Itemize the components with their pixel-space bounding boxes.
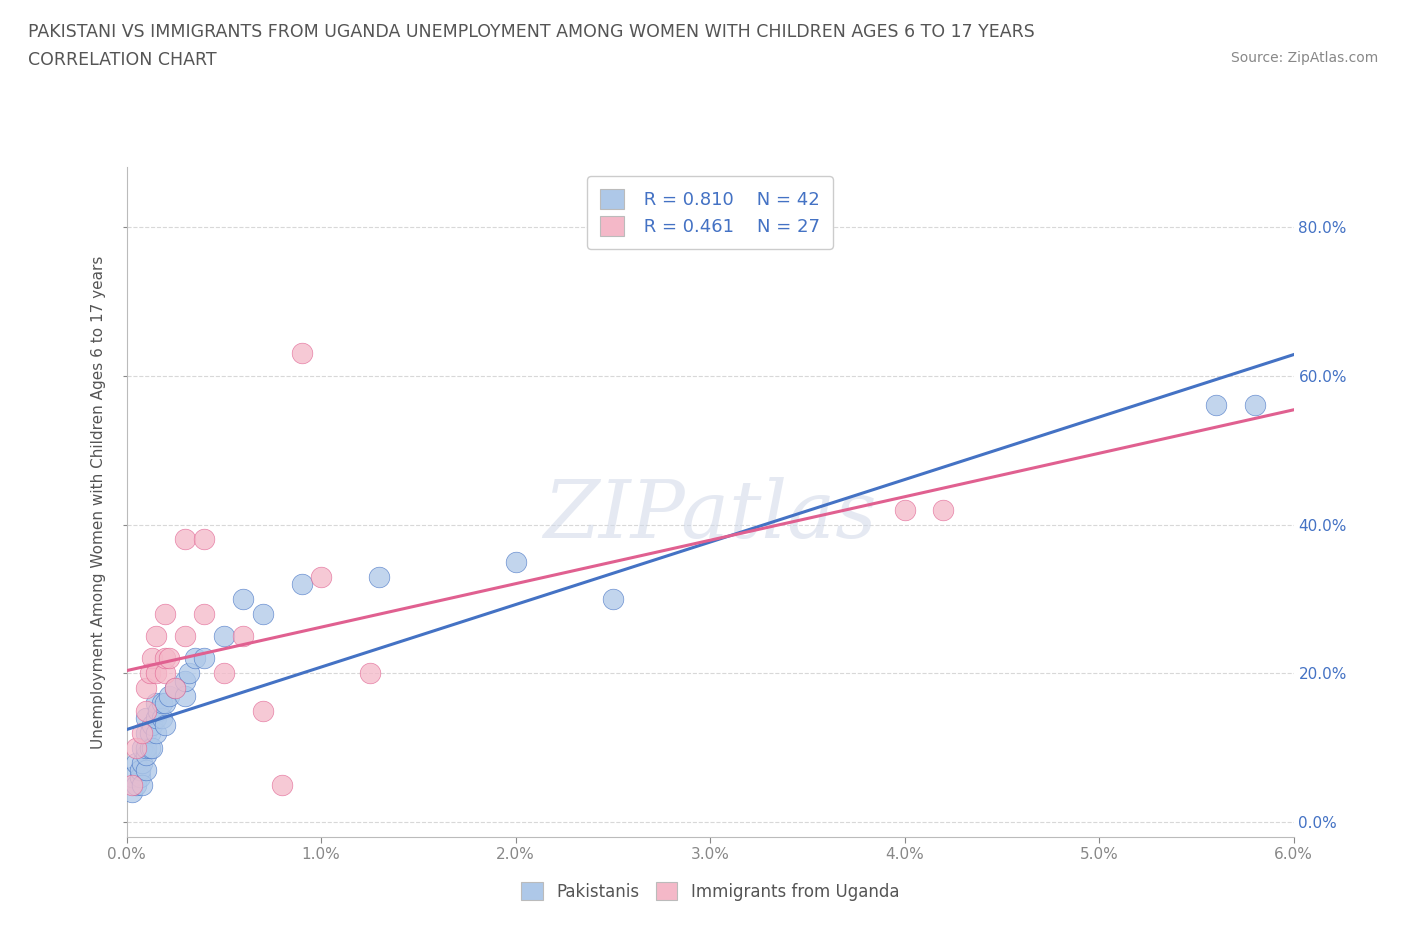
Point: [177, 666, 200, 681]
Point: [121, 777, 143, 792]
Point: [131, 777, 153, 792]
Point: [125, 740, 148, 755]
Legend: Pakistanis, Immigrants from Uganda: Pakistanis, Immigrants from Uganda: [513, 873, 907, 909]
Point: [131, 725, 153, 740]
Point: [932, 502, 955, 517]
Point: [1205, 398, 1227, 413]
Point: [602, 591, 624, 606]
Point: [212, 629, 235, 644]
Point: [129, 763, 152, 777]
Point: [174, 673, 197, 688]
Point: [141, 740, 163, 755]
Point: [139, 666, 162, 681]
Point: [139, 725, 162, 740]
Point: [145, 696, 167, 711]
Point: [141, 651, 163, 666]
Point: [125, 755, 148, 770]
Point: [146, 703, 169, 718]
Point: [155, 651, 177, 666]
Point: [131, 740, 153, 755]
Point: [121, 785, 143, 800]
Point: [1243, 398, 1265, 413]
Point: [290, 577, 312, 591]
Point: [252, 703, 274, 718]
Point: [145, 725, 167, 740]
Point: [145, 629, 167, 644]
Point: [232, 591, 254, 606]
Point: [157, 651, 180, 666]
Point: [174, 629, 197, 644]
Point: [193, 532, 215, 547]
Point: [135, 681, 157, 696]
Point: [135, 703, 157, 718]
Point: [135, 725, 157, 740]
Point: [174, 688, 197, 703]
Point: [212, 666, 235, 681]
Text: PAKISTANI VS IMMIGRANTS FROM UGANDA UNEMPLOYMENT AMONG WOMEN WITH CHILDREN AGES : PAKISTANI VS IMMIGRANTS FROM UGANDA UNEM…: [28, 23, 1035, 41]
Point: [135, 711, 157, 725]
Point: [131, 755, 153, 770]
Point: [150, 696, 173, 711]
Point: [121, 770, 143, 785]
Point: [183, 651, 205, 666]
Point: [155, 718, 177, 733]
Point: [125, 777, 148, 792]
Point: [145, 666, 167, 681]
Text: Source: ZipAtlas.com: Source: ZipAtlas.com: [1230, 51, 1378, 65]
Point: [193, 606, 215, 621]
Point: [232, 629, 254, 644]
Point: [155, 606, 177, 621]
Point: [135, 763, 157, 777]
Point: [139, 740, 162, 755]
Y-axis label: Unemployment Among Women with Children Ages 6 to 17 years: Unemployment Among Women with Children A…: [91, 256, 107, 749]
Point: [135, 740, 157, 755]
Point: [368, 569, 391, 584]
Point: [290, 346, 312, 361]
Point: [271, 777, 294, 792]
Point: [193, 651, 215, 666]
Point: [893, 502, 915, 517]
Point: [165, 681, 187, 696]
Point: [155, 696, 177, 711]
Point: [150, 711, 173, 725]
Point: [309, 569, 332, 584]
Point: [145, 711, 167, 725]
Point: [252, 606, 274, 621]
Point: [359, 666, 381, 681]
Text: ZIPatlas: ZIPatlas: [543, 477, 877, 554]
Point: [174, 532, 197, 547]
Point: [135, 748, 157, 763]
Point: [157, 688, 180, 703]
Text: CORRELATION CHART: CORRELATION CHART: [28, 51, 217, 69]
Point: [165, 681, 187, 696]
Point: [141, 718, 163, 733]
Point: [155, 666, 177, 681]
Point: [505, 554, 527, 569]
Point: [129, 770, 152, 785]
